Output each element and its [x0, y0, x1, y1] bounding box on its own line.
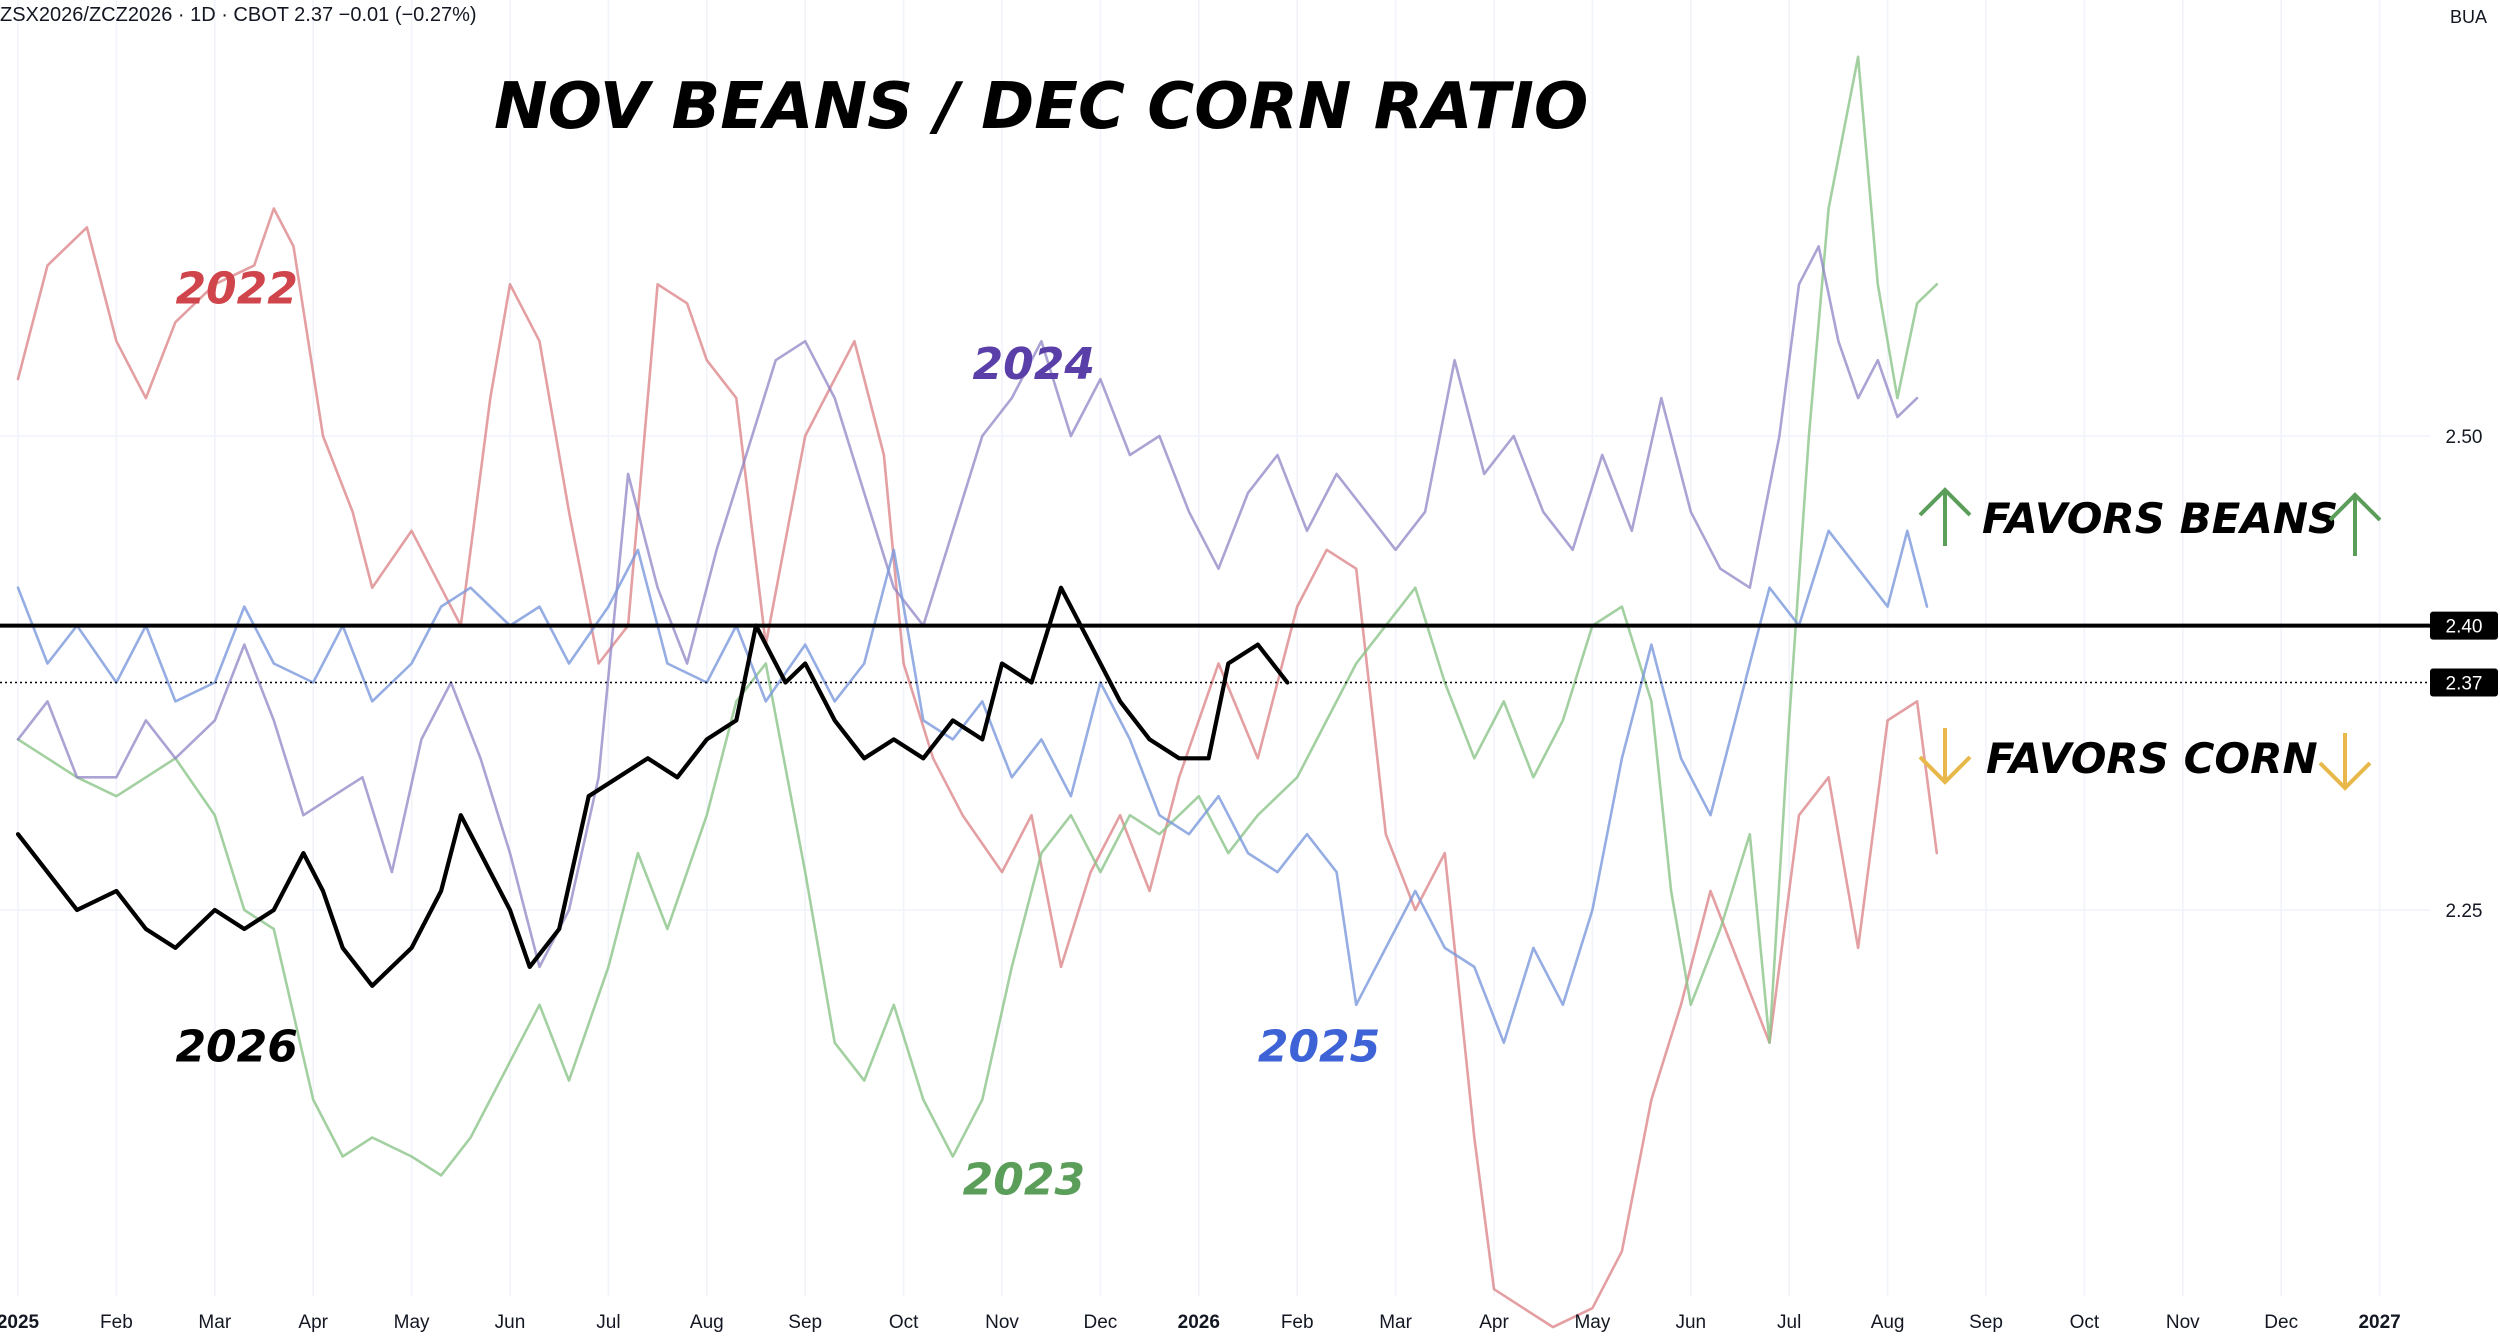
x-tick-label: May [394, 1312, 430, 1333]
series-layer [15, 55, 1939, 1329]
last-price-badge[interactable]: 2.37 [2430, 668, 2498, 697]
chart-grid [0, 0, 2430, 1296]
x-tick-label: Jun [495, 1312, 526, 1333]
favors-beans-annotation: FAVORS BEANS [1918, 487, 2382, 556]
price-line-label: 2.40 [2446, 617, 2483, 638]
chart-title: NOV BEANS / DEC CORN RATIO [494, 70, 1588, 144]
ticker-header: ZSX2026/ZCZ2026 · 1D · CBOT 2.37 −0.01 (… [0, 4, 477, 26]
favors-corn-annotation: FAVORS CORN [1918, 728, 2372, 791]
x-tick-label: 2027 [2358, 1312, 2400, 1333]
last-price-label: 2.37 [2446, 673, 2483, 694]
x-tick-label: Dec [1084, 1312, 1118, 1333]
x-tick-label: 2026 [1178, 1312, 1220, 1333]
x-tick-label: Jul [1777, 1312, 1801, 1333]
x-tick-label: Dec [2264, 1312, 2298, 1333]
x-tick-label: Apr [298, 1312, 328, 1333]
favors-corn-label: FAVORS CORN [1986, 734, 2318, 783]
x-tick-label: Feb [100, 1312, 133, 1333]
x-tick-label: Apr [1479, 1312, 1509, 1333]
series-label-2026: 2026 [175, 1022, 297, 1073]
x-tick-label: Nov [985, 1312, 1019, 1333]
x-tick-label: Aug [690, 1312, 724, 1333]
arrow-up-icon [1918, 487, 1972, 546]
series-line-2022 [16, 207, 1939, 1329]
x-tick-label: Jul [596, 1312, 620, 1333]
x-tick-label: Aug [1871, 1312, 1905, 1333]
series-label-2024: 2024 [972, 339, 1094, 390]
series-label-2022: 2022 [175, 263, 297, 314]
series-line-2024 [16, 245, 1919, 969]
series-line-2025 [16, 529, 1929, 1044]
x-axis[interactable]: 2025 Feb Mar Apr May Jun Jul Aug Sep Oct Nov Dec 202… [0, 1312, 2401, 1333]
series-label-2023: 2023 [963, 1154, 1085, 1205]
y-axis[interactable]: 2.25 2.50 [2446, 427, 2483, 922]
x-tick-label: 2025 [0, 1312, 40, 1333]
price-lines [0, 623, 2430, 684]
y-tick-label: 2.25 [2446, 901, 2483, 922]
plot-label[interactable]: BUA [2450, 7, 2487, 27]
x-tick-label: May [1574, 1312, 1610, 1333]
x-tick-label: Sep [788, 1312, 822, 1333]
favors-beans-label: FAVORS BEANS [1982, 494, 2338, 543]
x-tick-label: Oct [2070, 1312, 2100, 1333]
arrow-up-icon [2328, 492, 2382, 556]
x-tick-label: Mar [198, 1312, 231, 1333]
series-line-2026 [15, 585, 1290, 988]
x-tick-label: Oct [889, 1312, 919, 1333]
y-tick-label: 2.50 [2446, 427, 2483, 448]
arrow-down-icon [1918, 728, 1972, 785]
x-tick-label: Feb [1281, 1312, 1314, 1333]
series-label-2025: 2025 [1258, 1022, 1380, 1073]
x-tick-label: Nov [2166, 1312, 2200, 1333]
price-line-badge[interactable]: 2.40 [2430, 611, 2498, 640]
x-tick-label: Mar [1379, 1312, 1412, 1333]
x-tick-label: Sep [1969, 1312, 2003, 1333]
arrow-down-icon [2318, 733, 2372, 791]
x-tick-label: Jun [1675, 1312, 1706, 1333]
series-labels: 2022 2023 2024 2025 2026 [175, 263, 1380, 1205]
series-line-2023 [16, 55, 1939, 1177]
